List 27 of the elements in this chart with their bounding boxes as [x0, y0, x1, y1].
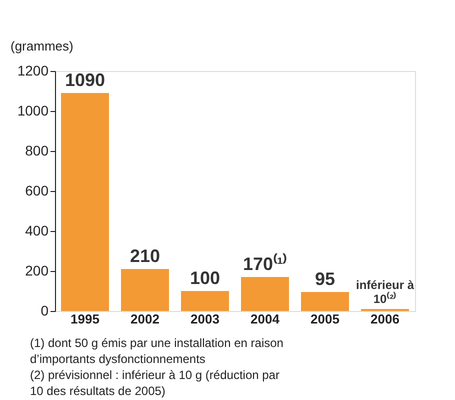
- y-tick-label: 800: [25, 142, 49, 158]
- y-tick-label: 600: [25, 182, 49, 198]
- bar: [181, 291, 229, 311]
- bar: [121, 269, 169, 311]
- data-label: 210: [130, 246, 160, 266]
- bar: [241, 277, 289, 311]
- y-tick-label: 1200: [17, 62, 49, 78]
- x-tick-label: 1995: [70, 312, 100, 326]
- y-axis-title: (grammes): [10, 38, 74, 54]
- data-label: 95: [314, 269, 336, 289]
- y-tick-label: 400: [25, 222, 49, 238]
- x-tick-label: 2003: [190, 312, 220, 326]
- text: (1) dont 50 g émis par une installation en raison d’importants dysfonctionnements: [30, 336, 284, 366]
- data-label: inférieur à 10⁽²⁾: [356, 278, 414, 306]
- y-tick-label: 0: [40, 302, 49, 318]
- x-tick-label: 2004: [250, 312, 280, 326]
- data-label: 170⁽¹⁾: [242, 253, 288, 274]
- x-tick-label: 2002: [130, 312, 160, 326]
- x-tick-label: 2006: [370, 312, 400, 326]
- data-label: 1090: [64, 70, 106, 90]
- text: (2) prévisionnel : inférieur à 10 g (réduction par 10 des résultats de 2005): [30, 368, 280, 398]
- x-tick-label: 2005: [310, 312, 340, 326]
- y-tick-label: 1000: [17, 102, 49, 118]
- data-label: 100: [190, 268, 220, 288]
- y-tick-label: 200: [25, 262, 49, 278]
- bar: [301, 292, 349, 311]
- bar: [61, 93, 109, 311]
